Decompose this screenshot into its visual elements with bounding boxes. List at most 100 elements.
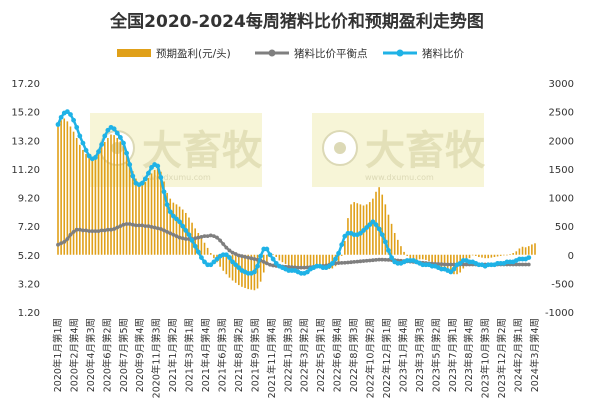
ratio-point [236,265,242,271]
x-tick-label: 2022年6月第4周 [332,318,344,392]
profit-bar [103,141,106,255]
x-tick-label: 2021年6月第3周 [216,318,228,392]
profit-bar [281,254,284,263]
ratio-point [177,219,182,225]
x-tick-label: 2022年8月第3周 [348,318,360,392]
breakeven-point [302,265,307,270]
ratio-point [451,266,457,272]
ratio-point [96,149,101,155]
profit-bar [128,162,131,255]
breakeven-point [155,226,160,231]
profit-bar [72,131,75,255]
left-tick-label: 7.20 [18,222,40,233]
breakeven-point [246,255,251,260]
ratio-point [93,155,98,160]
profit-bar [225,254,228,275]
ratio-point [64,109,70,115]
breakeven-point [112,227,117,231]
profit-bar [97,151,100,255]
profit-bar [300,254,302,270]
ratio-line-series [55,109,532,276]
profit-bar [384,204,387,255]
profit-bar [66,121,69,255]
x-tick-label: 2020年2月第4周 [68,318,80,392]
profit-bar [527,246,530,255]
x-tick-label: 2021年4月第4周 [200,318,212,392]
ratio-point [267,252,273,258]
profit-bar [344,241,346,255]
legend-marker-ratio [396,49,404,57]
breakeven-point [65,237,70,241]
ratio-point [379,232,385,238]
breakeven-point [442,262,447,267]
profit-bar [119,141,122,255]
ratio-point [68,112,73,117]
profit-bar [82,149,84,255]
ratio-point [336,250,341,256]
x-axis-ticks: 2020年1月第1周 2020年2月第4周 2020年4月第3周 2020年6月第2周… [52,318,541,398]
breakeven-point [158,227,163,231]
profit-bar [428,254,430,262]
breakeven-point [514,262,519,267]
breakeven-point [233,252,238,256]
profit-bar [322,254,324,268]
profit-bar [443,254,446,270]
profit-bar [57,124,59,255]
breakeven-point [218,238,223,243]
ratio-point [382,239,388,245]
ratio-point [189,238,195,243]
ratio-point [214,256,220,262]
profit-bar [94,155,97,255]
breakeven-point [93,229,98,234]
breakeven-point [183,237,188,241]
breakeven-point [252,257,257,261]
left-tick-label: 5.20 [18,251,40,262]
chart-title: 全国2020-2024每周猪料比价和预期盈利走势图 [109,11,484,32]
profit-bar [309,254,312,266]
right-tick-label: 1000 [549,194,574,205]
ratio-point [329,260,335,266]
profit-bar [440,254,443,268]
profit-bar [425,254,427,260]
profit-bar [178,206,181,255]
ratio-point [121,140,126,146]
breakeven-point [361,259,366,263]
x-tick-label: 2020年6月第2周 [101,318,113,392]
x-tick-label: 2022年5月第1周 [315,318,327,392]
ratio-point [74,124,80,130]
ratio-point [255,263,260,269]
watermark-left-brand: 大畜牧 [142,128,263,174]
profit-bar [185,212,187,255]
breakeven-point [202,234,207,239]
profit-bar [132,171,134,255]
profit-bar [85,153,87,255]
x-tick-label: 2023年12月第2周 [496,318,508,398]
x-tick-label: 2021年9月第5周 [249,318,261,392]
breakeven-point [199,234,204,239]
profit-bar [484,254,486,259]
breakeven-point [364,258,369,263]
ratio-point [199,255,204,261]
breakeven-point [296,265,300,270]
ratio-point [167,209,173,215]
breakeven-point [377,257,382,262]
ratio-point [127,162,133,167]
ratio-point [192,243,198,249]
ratio-point [457,260,463,266]
breakeven-point [146,224,151,229]
breakeven-point [352,260,357,264]
x-tick-label: 2020年11月第3周 [151,318,163,398]
breakeven-point [243,254,247,259]
breakeven-point [249,256,254,261]
x-tick-label: 2020年4月第3周 [85,318,97,392]
breakeven-point [196,235,201,240]
profit-bar [110,134,112,255]
ratio-point [370,219,376,225]
right-tick-label: 3000 [549,79,574,90]
profit-bar [209,253,212,255]
x-tick-label: 2021年3月第1周 [184,318,196,392]
profit-bar [372,198,374,255]
breakeven-point [439,262,444,267]
breakeven-point [261,260,266,264]
ratio-point [373,222,379,228]
